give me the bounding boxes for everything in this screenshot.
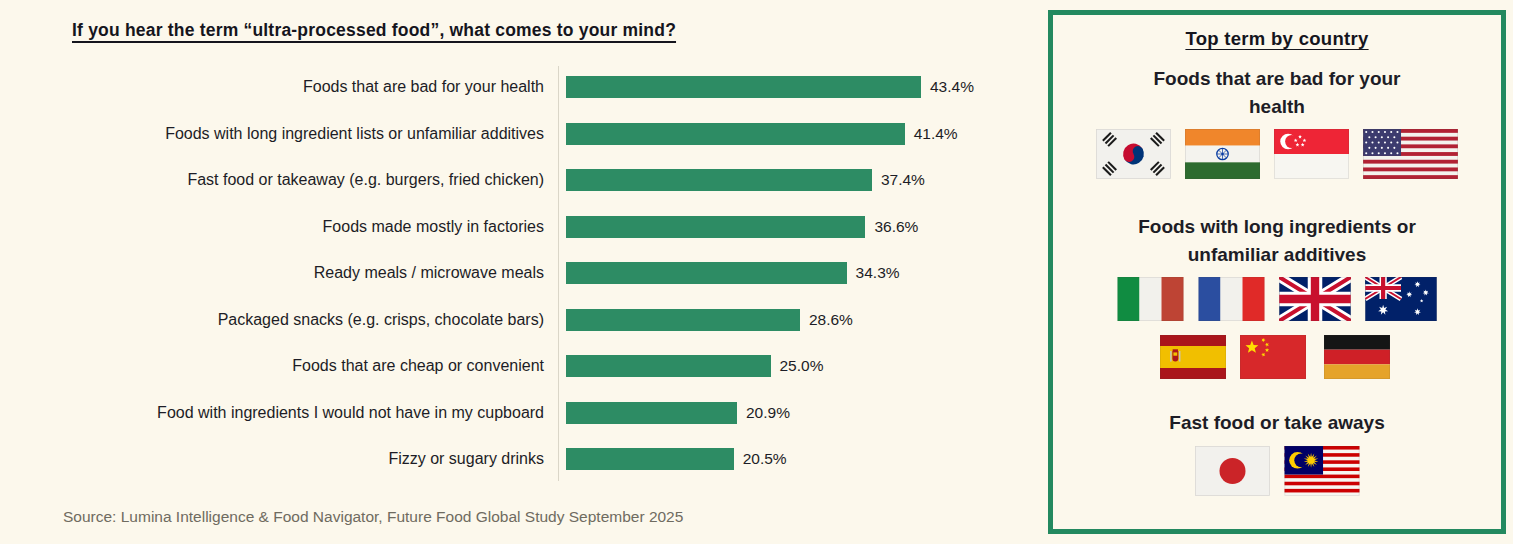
bar-row: Foods that are cheap or convenient 25.0% xyxy=(20,343,1035,390)
bar-row: Fizzy or sugary drinks 20.5% xyxy=(20,436,1035,483)
bar-zone: 28.6% xyxy=(558,309,1035,331)
bar xyxy=(566,355,771,377)
panel-title: Top term by country xyxy=(1185,28,1368,50)
bar-zone: 34.3% xyxy=(558,262,1035,284)
panel-section: Fast food or take aways xyxy=(1096,409,1458,496)
bar-value: 28.6% xyxy=(809,311,853,329)
bar-row: Packaged snacks (e.g. crisps, chocolate … xyxy=(20,297,1035,344)
bar-zone: 37.4% xyxy=(558,169,1035,191)
panel-section: Foods with long ingredients or unfamilia… xyxy=(1096,213,1458,379)
bar-label: Foods made mostly in factories xyxy=(20,218,558,236)
page: If you hear the term “ultra-processed fo… xyxy=(0,0,1513,544)
bar-value: 20.5% xyxy=(743,450,787,468)
source-note: Source: Lumina Intelligence & Food Navig… xyxy=(63,508,683,526)
flag-malaysia xyxy=(1284,446,1360,496)
bar-zone: 20.9% xyxy=(558,402,1035,424)
flag-india xyxy=(1185,129,1260,179)
bar xyxy=(566,123,905,145)
bar-label: Fizzy or sugary drinks xyxy=(20,450,558,468)
bar xyxy=(566,402,737,424)
bar xyxy=(566,216,865,238)
bar-row: Food with ingredients I would not have i… xyxy=(20,390,1035,437)
bar-zone: 25.0% xyxy=(558,355,1035,377)
bar-value: 20.9% xyxy=(746,404,790,422)
bar xyxy=(566,76,921,98)
flag-south-korea xyxy=(1096,129,1171,179)
bar-label: Food with ingredients I would not have i… xyxy=(20,404,558,422)
flag-uk xyxy=(1279,277,1351,321)
bar xyxy=(566,309,800,331)
flag-singapore xyxy=(1274,129,1349,179)
bar-chart: Foods that are bad for your health43.4%F… xyxy=(20,64,1035,483)
bar-label: Packaged snacks (e.g. crisps, chocolate … xyxy=(20,311,558,329)
bar-label: Foods with long ingredient lists or unfa… xyxy=(20,125,558,143)
bar-label: Foods that are bad for your health xyxy=(20,78,558,96)
bar-row: Foods that are bad for your health 43.4% xyxy=(20,64,1035,111)
section-heading: Foods that are bad for your health xyxy=(1127,65,1427,120)
panel-section: Foods that are bad for your health xyxy=(1096,65,1458,179)
flag-usa xyxy=(1363,129,1458,179)
bar-row: Fast food or takeaway (e.g. burgers, fri… xyxy=(20,157,1035,204)
flag-france xyxy=(1198,277,1265,321)
section-heading: Foods with long ingredients or unfamilia… xyxy=(1109,213,1445,268)
bar-label: Ready meals / microwave meals xyxy=(20,264,558,282)
chart-title: If you hear the term “ultra-processed fo… xyxy=(72,20,676,41)
flag-row xyxy=(1160,335,1394,379)
bar xyxy=(566,448,734,470)
section-heading: Fast food or take aways xyxy=(1169,409,1384,437)
bar xyxy=(566,262,847,284)
bar-value: 41.4% xyxy=(914,125,958,143)
bar-zone: 20.5% xyxy=(558,448,1035,470)
bar-value: 37.4% xyxy=(881,171,925,189)
flag-germany xyxy=(1320,335,1394,379)
flag-spain xyxy=(1160,335,1226,379)
bar-value: 25.0% xyxy=(780,357,824,375)
bar xyxy=(566,169,872,191)
bar-value: 36.6% xyxy=(874,218,918,236)
flag-row xyxy=(1117,277,1437,321)
bar-zone: 43.4% xyxy=(558,76,1035,98)
flag-row xyxy=(1195,446,1360,496)
bar-row: Foods made mostly in factories 36.6% xyxy=(20,204,1035,251)
bar-label: Fast food or takeaway (e.g. burgers, fri… xyxy=(20,171,558,189)
bar-label: Foods that are cheap or convenient xyxy=(20,357,558,375)
flag-australia xyxy=(1365,277,1437,321)
top-term-panel: Top term by country Foods that are bad f… xyxy=(1048,10,1506,534)
bar-value: 43.4% xyxy=(930,78,974,96)
flag-row xyxy=(1096,129,1458,179)
panel-sections: Foods that are bad for your health Foods … xyxy=(1096,65,1458,496)
bar-zone: 41.4% xyxy=(558,123,1035,145)
flag-italy xyxy=(1117,277,1184,321)
bar-value: 34.3% xyxy=(856,264,900,282)
flag-china xyxy=(1240,335,1306,379)
flag-japan xyxy=(1195,446,1270,496)
bar-zone: 36.6% xyxy=(558,216,1035,238)
bar-row: Ready meals / microwave meals 34.3% xyxy=(20,250,1035,297)
bar-row: Foods with long ingredient lists or unfa… xyxy=(20,111,1035,158)
